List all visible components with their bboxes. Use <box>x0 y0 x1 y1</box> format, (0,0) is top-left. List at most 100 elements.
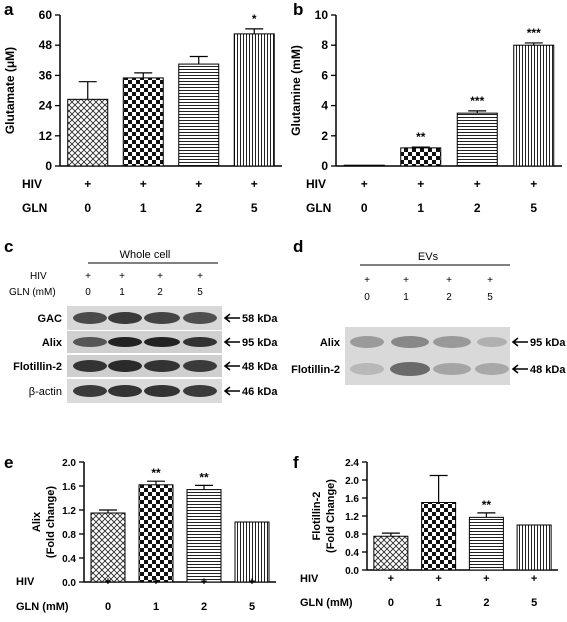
bar <box>186 489 222 583</box>
blot-d-arrow-flotillin <box>511 364 528 374</box>
condition-row-label: HIV <box>16 576 35 588</box>
blot-c-kda-alix: 95 kDa <box>242 337 278 349</box>
condition-value: + <box>84 177 91 191</box>
blot-c-hiv-2: + <box>157 271 163 282</box>
blot-c-bands-actin <box>73 385 217 397</box>
blot-c-kda-gac: 58 kDa <box>242 313 278 325</box>
bar <box>67 98 109 167</box>
blot-c-gln-0: 0 <box>85 287 91 298</box>
y-tick-label: 0.0 <box>345 566 359 577</box>
condition-value: + <box>201 576 207 588</box>
condition-value: 5 <box>531 597 537 609</box>
condition-value: 1 <box>436 597 442 609</box>
blot-d-gln-3: 5 <box>487 292 493 303</box>
bar <box>138 484 174 583</box>
blot-c-arrow-actin <box>223 386 240 396</box>
condition-value: + <box>388 573 394 585</box>
blot-d-hiv-0: + <box>364 275 370 286</box>
condition-value: + <box>483 573 489 585</box>
condition-value: 2 <box>474 201 481 215</box>
condition-value: + <box>251 177 258 191</box>
y-axis-label: Flotillin-2 <box>311 492 323 541</box>
y-tick-label: 36 <box>39 68 53 82</box>
panel-label-c: c <box>4 237 13 256</box>
condition-value: + <box>530 177 537 191</box>
blot-c-band-name-gac: GAC <box>38 313 63 325</box>
significance-marker: *** <box>470 94 484 108</box>
significance-marker: ** <box>151 466 161 480</box>
condition-value: + <box>249 576 255 588</box>
condition-value: 1 <box>140 201 147 215</box>
blot-c-hiv-3: + <box>197 271 203 282</box>
panel-label-f: f <box>293 453 299 472</box>
bar <box>233 33 275 167</box>
blot-d-hiv-1: + <box>403 275 409 286</box>
condition-row-label: GLN <box>306 201 331 215</box>
condition-value: 5 <box>249 601 255 613</box>
y-tick-label: 12 <box>39 129 53 143</box>
blot-c-hiv-1: + <box>119 271 125 282</box>
condition-value: 1 <box>417 201 424 215</box>
condition-row-label: HIV <box>22 177 42 191</box>
blot-d-strip <box>345 327 510 385</box>
bar <box>513 44 555 167</box>
y-tick-label: 1.6 <box>345 494 359 505</box>
y-tick-label: 0.0 <box>62 578 76 589</box>
blot-c-gln-3: 5 <box>197 287 203 298</box>
western-blot-evs: EVs + + + + 0 1 2 5 Alix Flotillin-2 95 … <box>291 251 566 385</box>
bar <box>516 524 552 571</box>
y-tick-label: 0.8 <box>62 530 76 541</box>
bar <box>122 77 164 167</box>
y-tick-label: 2.0 <box>345 476 359 487</box>
significance-marker: ** <box>482 498 492 512</box>
condition-value: 0 <box>84 201 91 215</box>
y-axis-label: Glutamine (mM) <box>289 45 303 136</box>
bar <box>234 521 270 583</box>
y-tick-label: 48 <box>39 38 53 52</box>
blot-c-band-name-alix: Alix <box>42 337 63 349</box>
blot-c-arrow-flotillin <box>223 361 240 371</box>
blot-c-gln-1: 1 <box>119 287 125 298</box>
y-tick-label: 10 <box>315 8 329 22</box>
condition-value: 2 <box>195 201 202 215</box>
blot-c-bands-gac <box>73 312 217 324</box>
chart-e: 0.0 0.4 0.8 1.2 1.6 2.0 Alix (Fold change) ** ** H… <box>16 458 276 613</box>
y-tick-label: 1.2 <box>345 512 359 523</box>
panel-label-d: d <box>293 237 303 256</box>
bar <box>343 164 385 167</box>
blot-d-band-name-flotillin: Flotillin-2 <box>291 364 340 376</box>
condition-row-label: GLN (mM) <box>16 601 69 613</box>
y-tick-label: 24 <box>39 99 53 113</box>
blot-c-kda-flotillin: 48 kDa <box>242 361 278 373</box>
blot-c-hiv-label: HIV <box>30 271 47 282</box>
condition-value: 5 <box>530 201 537 215</box>
y-tick-label: 2.0 <box>62 458 76 469</box>
condition-value: 2 <box>201 601 207 613</box>
condition-value: 2 <box>483 597 489 609</box>
blot-c-title: Whole cell <box>120 249 171 261</box>
blot-c-gln-2: 2 <box>157 287 163 298</box>
bar <box>468 516 504 571</box>
condition-row-label: GLN <box>22 201 47 215</box>
y-tick-label: 2 <box>321 129 328 143</box>
bar <box>373 535 409 571</box>
blot-c-band-name-flotillin: Flotillin-2 <box>13 361 62 373</box>
condition-value: + <box>105 576 111 588</box>
blot-c-kda-actin: 46 kDa <box>242 386 278 398</box>
panel-label-e: e <box>4 453 13 472</box>
blot-d-kda-alix: 95 kDa <box>530 337 566 349</box>
blot-c-arrow-alix <box>223 337 240 347</box>
blot-c-bands-alix <box>73 337 217 347</box>
condition-value: 0 <box>388 597 394 609</box>
blot-d-bands-alix <box>350 336 507 348</box>
condition-value: + <box>417 177 424 191</box>
condition-value: 5 <box>251 201 258 215</box>
bar <box>90 512 126 583</box>
y-axis-label: (Fold change) <box>45 486 57 558</box>
y-tick-label: 0.4 <box>345 548 359 559</box>
blot-d-kda-flotillin: 48 kDa <box>530 364 566 376</box>
y-tick-label: 2.4 <box>345 458 359 469</box>
